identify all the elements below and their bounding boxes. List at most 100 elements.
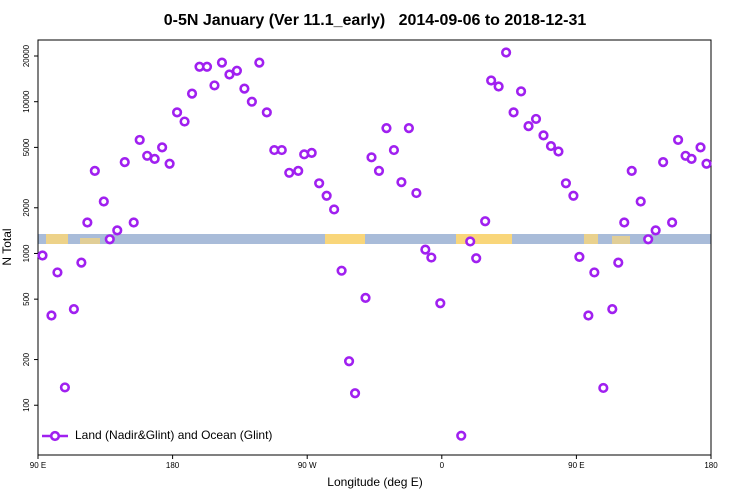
point <box>98 196 109 207</box>
point <box>420 244 431 255</box>
point <box>589 267 600 278</box>
point <box>329 204 340 215</box>
x-tick-label: 90 E <box>568 461 584 470</box>
point <box>89 165 100 176</box>
point <box>321 190 332 201</box>
y-axis-label: N Total <box>0 228 14 265</box>
point <box>201 61 213 72</box>
point <box>695 142 706 153</box>
point <box>293 165 304 176</box>
point <box>134 134 145 146</box>
y-tick-label: 10000 <box>22 90 31 113</box>
y-tick-label: 1000 <box>22 244 31 262</box>
x-tick-label: 0 <box>440 461 445 470</box>
point <box>530 113 542 125</box>
point <box>411 187 422 199</box>
point <box>209 80 220 91</box>
point <box>701 158 712 169</box>
point <box>435 298 446 309</box>
point <box>366 152 377 163</box>
point <box>59 382 71 393</box>
point <box>471 253 482 264</box>
point <box>231 65 243 76</box>
y-tick-label: 500 <box>22 292 31 306</box>
point <box>314 178 325 189</box>
point <box>607 303 618 315</box>
point <box>216 57 228 68</box>
point <box>643 234 654 245</box>
point <box>171 107 183 118</box>
point <box>284 167 295 178</box>
point <box>553 146 564 157</box>
point <box>112 225 123 236</box>
land-ocean-strip <box>38 234 711 244</box>
point <box>157 142 168 153</box>
point <box>560 178 572 189</box>
point <box>583 310 594 321</box>
y-tick-label: 100 <box>22 398 31 412</box>
y-tick-label: 200 <box>22 352 31 366</box>
point <box>619 217 630 228</box>
y-tick-label: 5000 <box>22 138 31 156</box>
point <box>508 107 519 118</box>
point <box>538 130 549 141</box>
point <box>396 177 407 188</box>
point <box>306 147 317 158</box>
point <box>224 69 235 80</box>
plot-frame <box>37 39 712 456</box>
point <box>672 134 684 146</box>
point <box>480 216 491 227</box>
point <box>373 165 385 176</box>
point <box>574 251 585 262</box>
point <box>52 267 63 278</box>
point <box>246 96 257 107</box>
point <box>613 257 624 268</box>
point <box>37 250 48 261</box>
x-tick-label: 180 <box>704 461 718 470</box>
chart-title: 0-5N January (Ver 11.1_early) 2014-09-06… <box>164 12 587 29</box>
point <box>336 265 347 276</box>
point <box>456 430 467 441</box>
x-tick-label: 90 E <box>30 461 46 470</box>
point <box>261 107 272 118</box>
y-tick-label: 2000 <box>22 198 31 216</box>
point <box>128 217 139 228</box>
point <box>426 252 437 263</box>
point <box>667 217 678 228</box>
point <box>360 292 371 303</box>
point <box>276 144 287 156</box>
x-tick-label: 90 W <box>298 461 317 470</box>
point <box>515 86 527 97</box>
point <box>501 47 512 58</box>
point <box>686 153 697 164</box>
point <box>635 196 646 207</box>
point <box>149 153 160 164</box>
legend-marker <box>49 430 61 442</box>
point <box>650 225 661 236</box>
point <box>239 83 250 94</box>
point <box>523 121 534 132</box>
point <box>403 122 414 134</box>
x-axis-label: Longitude (deg E) <box>327 475 422 489</box>
point <box>388 144 400 156</box>
x-tick-label: 180 <box>166 461 180 470</box>
point <box>76 257 87 268</box>
point <box>493 81 504 92</box>
point <box>626 165 637 176</box>
legend-label: Land (Nadir&Glint) and Ocean (Glint) <box>75 428 272 442</box>
point <box>568 190 579 201</box>
point <box>179 116 190 127</box>
point <box>486 75 497 86</box>
point <box>82 217 93 228</box>
point <box>349 388 361 399</box>
point <box>381 122 392 134</box>
point <box>104 234 115 245</box>
point <box>598 382 609 394</box>
point <box>186 88 198 99</box>
point <box>465 236 476 247</box>
point <box>119 156 130 168</box>
point <box>545 140 557 152</box>
point <box>254 57 265 68</box>
